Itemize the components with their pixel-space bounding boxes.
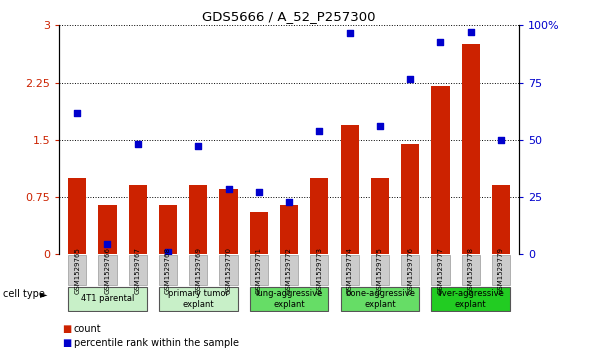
Title: GDS5666 / A_52_P257300: GDS5666 / A_52_P257300 bbox=[202, 10, 376, 23]
Text: 4T1 parental: 4T1 parental bbox=[81, 294, 134, 303]
Bar bbox=[68, 178, 86, 254]
Bar bbox=[159, 205, 177, 254]
FancyBboxPatch shape bbox=[431, 287, 510, 311]
Text: liver-aggressive
explant: liver-aggressive explant bbox=[437, 289, 504, 309]
Text: GSM1529778: GSM1529778 bbox=[468, 247, 474, 294]
Text: ■: ■ bbox=[62, 323, 71, 334]
Bar bbox=[129, 185, 147, 254]
FancyBboxPatch shape bbox=[68, 287, 147, 311]
Point bbox=[224, 187, 233, 192]
Text: GSM1529769: GSM1529769 bbox=[195, 247, 201, 294]
Text: GSM1529765: GSM1529765 bbox=[74, 247, 80, 294]
Text: GSM1529766: GSM1529766 bbox=[104, 247, 110, 294]
FancyBboxPatch shape bbox=[129, 255, 147, 285]
Bar bbox=[189, 185, 207, 254]
Point bbox=[194, 143, 203, 149]
Point bbox=[133, 140, 142, 146]
Text: GSM1529776: GSM1529776 bbox=[407, 247, 413, 294]
Text: GSM1529773: GSM1529773 bbox=[316, 247, 322, 294]
Bar bbox=[492, 185, 510, 254]
Bar bbox=[219, 189, 238, 254]
Text: GSM1529774: GSM1529774 bbox=[347, 247, 353, 294]
Point bbox=[375, 123, 385, 129]
Text: GSM1529772: GSM1529772 bbox=[286, 247, 292, 294]
Point bbox=[103, 241, 112, 247]
FancyBboxPatch shape bbox=[340, 255, 359, 285]
Text: GSM1529768: GSM1529768 bbox=[165, 247, 171, 294]
FancyBboxPatch shape bbox=[401, 255, 419, 285]
Point bbox=[254, 189, 264, 195]
Text: cell type: cell type bbox=[3, 289, 45, 299]
Text: GSM1529770: GSM1529770 bbox=[225, 247, 231, 294]
Text: ■: ■ bbox=[62, 338, 71, 348]
Point bbox=[345, 30, 355, 36]
FancyBboxPatch shape bbox=[219, 255, 238, 285]
Point bbox=[163, 249, 173, 255]
Point bbox=[436, 39, 445, 45]
FancyBboxPatch shape bbox=[68, 255, 86, 285]
FancyBboxPatch shape bbox=[189, 255, 207, 285]
Text: lung-aggressive
explant: lung-aggressive explant bbox=[255, 289, 323, 309]
Point bbox=[314, 128, 324, 134]
Text: count: count bbox=[74, 323, 101, 334]
FancyBboxPatch shape bbox=[250, 255, 268, 285]
Point bbox=[284, 199, 294, 205]
Text: GSM1529779: GSM1529779 bbox=[498, 247, 504, 294]
FancyBboxPatch shape bbox=[310, 255, 329, 285]
FancyBboxPatch shape bbox=[280, 255, 298, 285]
Text: percentile rank within the sample: percentile rank within the sample bbox=[74, 338, 239, 348]
Point bbox=[405, 76, 415, 82]
Bar bbox=[461, 44, 480, 254]
Bar bbox=[280, 205, 298, 254]
FancyBboxPatch shape bbox=[340, 287, 419, 311]
Text: bone-aggressive
explant: bone-aggressive explant bbox=[345, 289, 415, 309]
Bar bbox=[340, 125, 359, 254]
Point bbox=[466, 29, 476, 34]
Text: primary tumor
explant: primary tumor explant bbox=[168, 289, 229, 309]
Bar bbox=[310, 178, 329, 254]
Bar bbox=[401, 143, 419, 254]
Bar bbox=[371, 178, 389, 254]
Text: GSM1529767: GSM1529767 bbox=[135, 247, 141, 294]
Bar bbox=[99, 205, 116, 254]
FancyBboxPatch shape bbox=[371, 255, 389, 285]
FancyBboxPatch shape bbox=[461, 255, 480, 285]
FancyBboxPatch shape bbox=[159, 287, 238, 311]
FancyBboxPatch shape bbox=[159, 255, 177, 285]
FancyBboxPatch shape bbox=[99, 255, 117, 285]
Bar bbox=[431, 86, 450, 254]
FancyBboxPatch shape bbox=[492, 255, 510, 285]
FancyBboxPatch shape bbox=[431, 255, 450, 285]
Point bbox=[73, 110, 82, 116]
FancyBboxPatch shape bbox=[250, 287, 329, 311]
Point bbox=[496, 137, 506, 143]
Text: GSM1529777: GSM1529777 bbox=[437, 247, 444, 294]
Bar bbox=[250, 212, 268, 254]
Text: GSM1529775: GSM1529775 bbox=[377, 247, 383, 294]
Text: ►: ► bbox=[40, 289, 48, 299]
Text: GSM1529771: GSM1529771 bbox=[256, 247, 262, 294]
